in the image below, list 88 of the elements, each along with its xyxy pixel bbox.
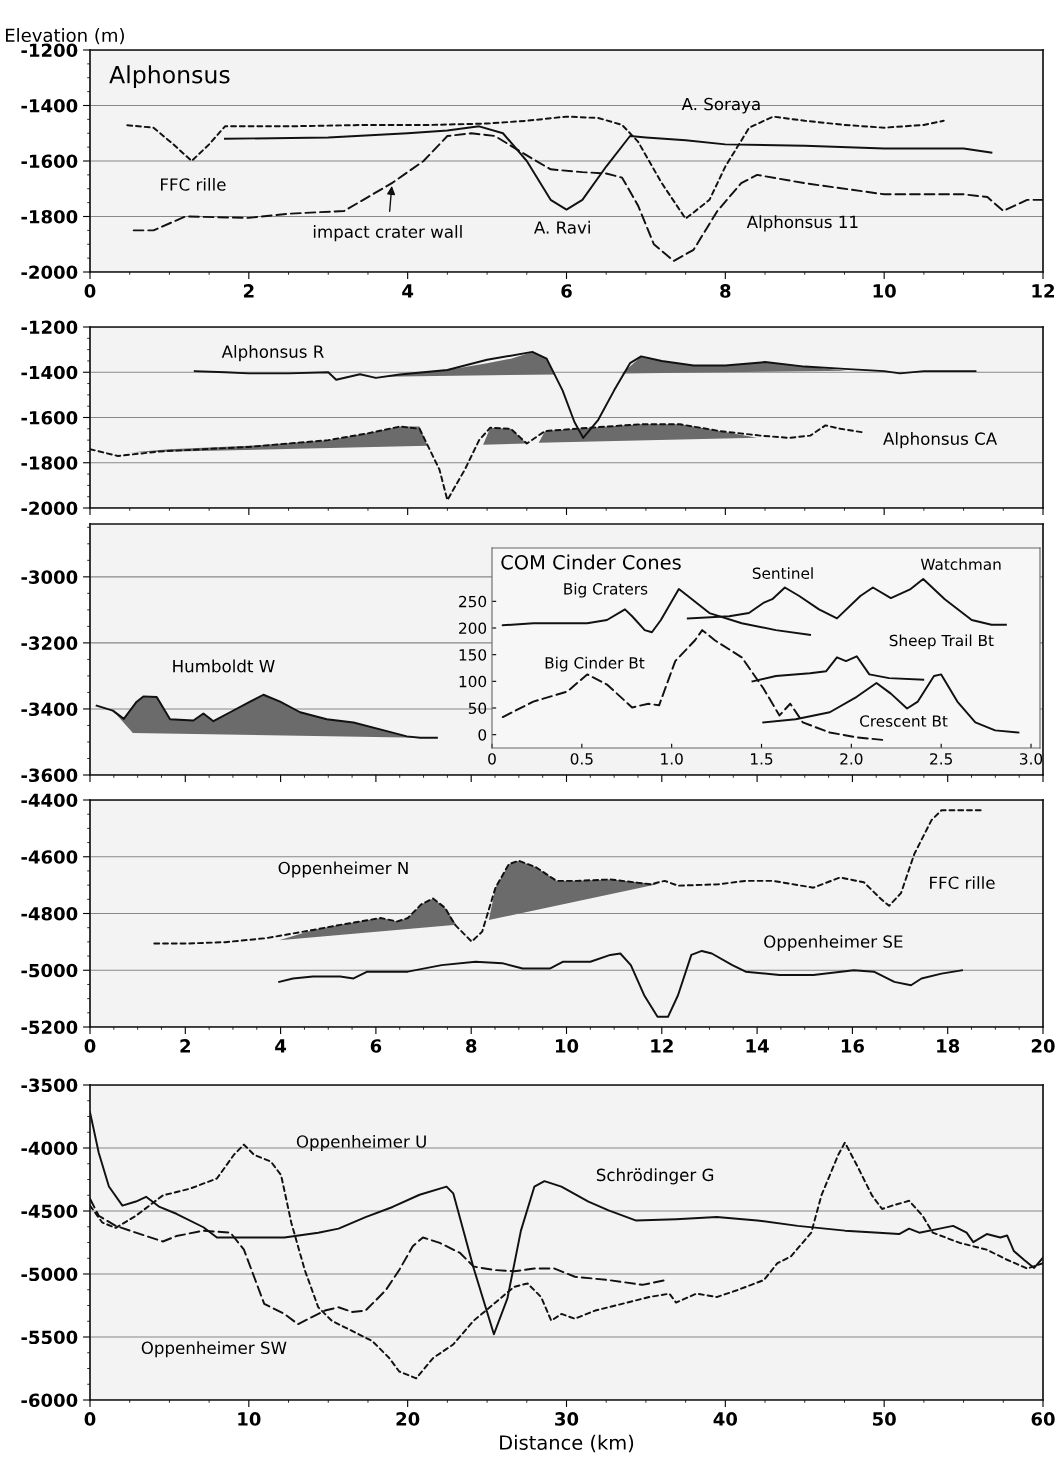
x-axis-title: Distance (km) [500,1434,634,1453]
annotation: Oppenheimer N [278,861,408,878]
y-tick-label: -1600 [21,410,78,425]
x-tick-label: 4 [402,284,414,298]
annotation: Oppenheimer SE [764,934,903,952]
annotation: Big Cinder Bt [545,656,645,672]
y-tick-label: -1400 [21,98,78,113]
x-tick-label: 12 [1032,284,1054,298]
x-tick-label: 2 [243,284,254,298]
y-tick-label: -5000 [21,1267,78,1282]
annotation: A. Ravi [534,220,590,234]
x-tick-label: 1.0 [661,753,683,765]
y-tick-label: -1200 [21,320,78,335]
y-tick-label: -3400 [21,702,78,717]
y-tick-label: -3000 [21,570,78,584]
annotation: impact crater wall [313,225,462,242]
x-tick-label: 6 [370,1039,382,1053]
y-tick-label: -3600 [21,768,78,783]
x-tick-label: 0 [84,1039,96,1053]
x-tick-label: 3.0 [1020,753,1043,765]
y-tick-label: -4800 [21,906,78,921]
x-tick-label: 14 [746,1039,769,1053]
y-tick-label: -6000 [21,1393,78,1408]
x-tick-label: 0 [488,753,496,765]
annotation: Sheep Trail Bt [889,634,994,650]
annotation: A. Soraya [681,97,760,114]
y-tick-label: -1800 [21,209,78,224]
annotation: Sentinel [752,567,813,580]
y-tick-label: -1400 [21,365,78,380]
y-tick-label: -1600 [21,154,78,169]
x-tick-label: 20 [1031,1039,1055,1053]
y-tick-label: -1800 [21,456,78,470]
annotation: Schrödinger G [596,1168,714,1185]
x-tick-label: 60 [1031,1412,1055,1426]
annotation: Crescent Bt [860,715,948,727]
line-series [278,949,963,1018]
x-tick-label: 18 [937,1039,960,1053]
y-tick-label: -3500 [21,1078,78,1093]
x-tick-label: 0.5 [570,753,593,765]
x-tick-label: 6 [561,284,572,298]
annotation: FFC rille [161,177,226,191]
y-tick-label: -4500 [21,1204,78,1219]
x-tick-label: 1.5 [751,753,773,765]
x-tick-label: 8 [720,284,731,298]
y-tick-label: -2000 [21,265,78,280]
x-tick-label: 12 [651,1039,673,1053]
annotation: FFC rille [930,876,995,890]
y-tick-label: -5200 [21,1020,78,1035]
x-tick-label: 2 [180,1039,191,1053]
x-tick-label: 16 [841,1039,864,1053]
y-tick-label: 50 [468,702,487,715]
x-tick-label: 40 [713,1412,738,1426]
annotation: Alphonsus CA [883,432,998,449]
x-tick-label: 0 [84,1412,96,1426]
annotation: Big Craters [564,582,648,598]
x-tick-label: 4 [275,1039,287,1053]
x-tick-label: 20 [396,1412,420,1426]
annotation: Alphonsus 11 [746,215,858,232]
chart-title: COM Cinder Cones [501,554,681,570]
text: Alphonsus [109,65,230,89]
x-tick-label: 10 [238,1412,261,1426]
x-tick-label: 8 [466,1039,477,1053]
y-tick-label: 150 [459,649,487,661]
y-tick-label: 200 [459,622,487,635]
annotation: Alphonsus R [221,345,324,362]
y-tick-label: -5500 [21,1330,78,1345]
y-tick-label: -5000 [21,963,78,978]
x-tick-label: 50 [873,1412,896,1426]
x-tick-label: 0 [84,284,96,298]
x-tick-label: 10 [555,1039,579,1053]
y-tick-label: -1200 [21,43,78,58]
x-tick-label: 2.0 [840,753,863,765]
annotation: Oppenheimer U [296,1134,426,1152]
y-tick-label: -4400 [21,793,78,808]
y-tick-label: -4600 [21,850,78,864]
y-tick-label: -2000 [21,501,78,516]
y-tick-label: 100 [459,675,487,688]
annotation: Oppenheimer SW [141,1341,287,1358]
x-tick-label: 30 [555,1412,579,1426]
annotation: Watchman [920,558,1001,571]
y-tick-label: 250 [459,595,487,608]
y-tick-label: 0 [478,729,487,741]
y-tick-label: -3200 [21,636,78,651]
annotation: Humboldt W [173,659,275,673]
y-axis-title: Elevation (m) [6,28,124,45]
x-tick-label: 10 [873,284,896,298]
x-tick-label: 2.5 [930,753,952,765]
y-tick-label: -4000 [21,1141,78,1156]
